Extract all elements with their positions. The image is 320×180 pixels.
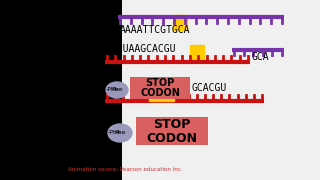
Text: -Phe: -Phe [106,87,120,92]
Bar [173,15,187,30]
Text: STOP
CODON: STOP CODON [140,78,180,98]
Text: Phe: Phe [114,130,126,135]
Text: STOP
CODON: STOP CODON [147,118,197,145]
Text: Phe: Phe [111,87,123,92]
Text: Animation source: Pearson education Inc.: Animation source: Pearson education Inc. [68,167,182,172]
Text: UUUUAAGCACGU: UUUUAAGCACGU [105,44,175,54]
Text: GCACGU: GCACGU [192,83,227,93]
Bar [190,45,204,60]
Text: -Phe: -Phe [108,130,122,135]
Ellipse shape [106,82,128,98]
FancyBboxPatch shape [130,77,190,99]
Text: AAAATTCGTGCA: AAAATTCGTGCA [120,25,190,35]
Text: nonse: nonse [70,9,97,18]
Bar [149,96,174,101]
Ellipse shape [108,124,132,142]
Text: GCA: GCA [252,52,270,62]
FancyBboxPatch shape [136,117,208,145]
